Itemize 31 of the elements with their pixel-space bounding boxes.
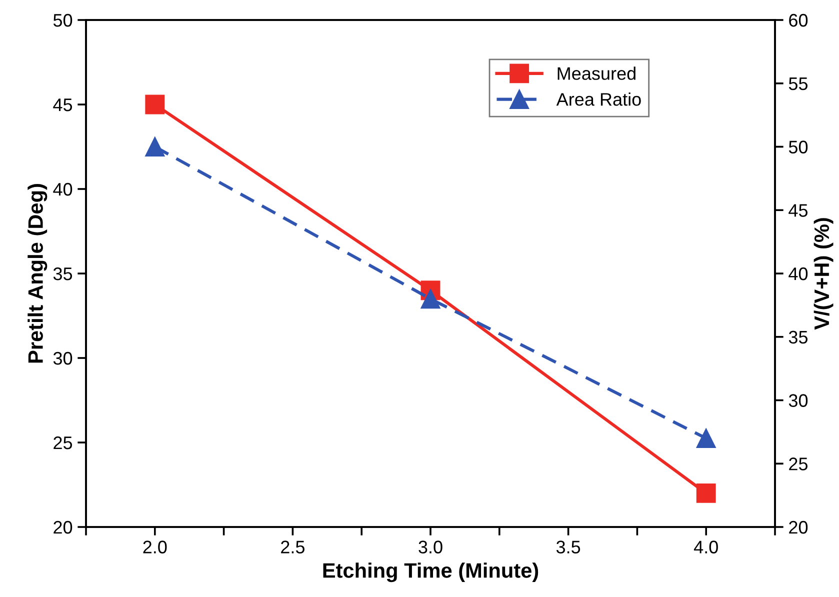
y-tick-label: 50 bbox=[53, 14, 72, 27]
legend-label: Measured bbox=[558, 66, 636, 80]
y2-tick-label: 30 bbox=[788, 394, 808, 407]
y-tick-label: 30 bbox=[53, 352, 72, 365]
y-axis-title: Pretilt Angle (Deg) bbox=[28, 184, 48, 363]
x-tick-label: 3.5 bbox=[556, 540, 580, 554]
point bbox=[420, 289, 440, 309]
y-tick-label: 20 bbox=[54, 520, 72, 534]
y2-tick-label: 55 bbox=[788, 77, 808, 90]
point bbox=[145, 94, 165, 114]
y-tick-label: 25 bbox=[54, 436, 72, 450]
y-tick-label: 40 bbox=[53, 182, 72, 196]
y2-tick-label: 25 bbox=[789, 458, 808, 470]
y2-tick-label: 50 bbox=[788, 140, 808, 154]
y-tick-label: 45 bbox=[53, 98, 72, 112]
point bbox=[696, 483, 716, 503]
x-tick-label: 2.0 bbox=[143, 540, 167, 554]
y2-tick-label: 20 bbox=[789, 520, 808, 534]
x-tick-label: 2.5 bbox=[281, 540, 304, 554]
y2-tick-label: 60 bbox=[789, 14, 808, 27]
y2-tick-label: 45 bbox=[788, 204, 808, 217]
x-tick-label: 4.0 bbox=[694, 540, 718, 554]
x-tick-label: 3.0 bbox=[418, 540, 442, 554]
y2-axis-title: V/(V+H) (%) bbox=[814, 218, 834, 330]
x-axis-title: Etching Time (Minute) bbox=[323, 562, 538, 582]
y2-tick-label: 35 bbox=[788, 330, 808, 344]
legend-label: Area Ratio bbox=[556, 92, 641, 106]
point bbox=[696, 428, 716, 448]
point bbox=[145, 137, 165, 156]
y-tick-label: 35 bbox=[53, 267, 72, 280]
y2-tick-label: 40 bbox=[788, 267, 808, 280]
